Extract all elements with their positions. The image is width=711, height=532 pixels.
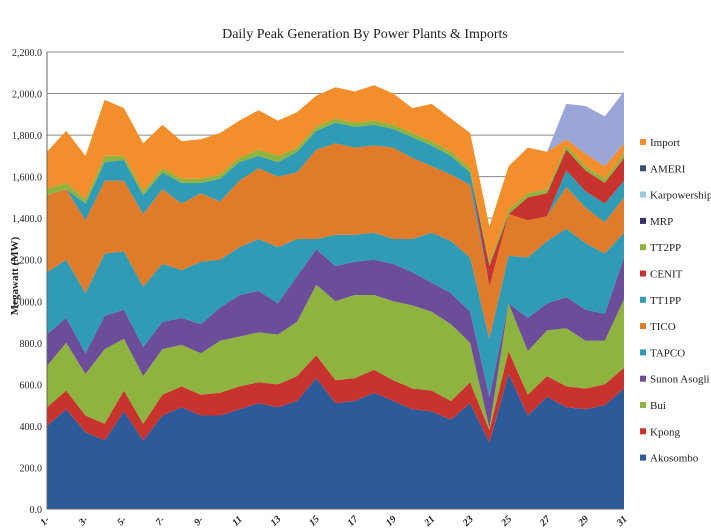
legend: Import AMERI Karpowership MRP TT2PP CENIT TT1P…	[640, 137, 711, 465]
legend-label: TICO	[650, 321, 676, 333]
area-bui	[47, 284, 624, 431]
y-tick-label: 800.0	[20, 339, 43, 350]
legend-key-tapco	[640, 349, 646, 356]
legend-label: Karpowership	[650, 190, 711, 202]
area-kpong	[47, 351, 624, 443]
area-tico	[47, 143, 624, 339]
y-tick-labels: 0.0 200.0 400.0 600.0 800.0 1,000.0 1,200.0 1,4…	[12, 48, 42, 516]
legend-key-tt1pp	[640, 296, 646, 303]
y-tick-label: 1,000.0	[12, 297, 42, 308]
legend-key-cenit	[640, 270, 646, 277]
legend-key-karpowership	[640, 191, 646, 198]
legend-label: TAPCO	[650, 347, 685, 359]
y-axis-label: Megawatt (MW)	[9, 236, 21, 315]
legend-key-import	[640, 139, 646, 145]
y-tick-label: 400.0	[20, 422, 43, 433]
y-tick-label: 1,800.0	[12, 131, 42, 142]
legend-label: Import	[650, 137, 680, 149]
legend-label: TT2PP	[650, 242, 681, 254]
legend-label: AMERI	[650, 163, 686, 175]
y-tick-label: 2,000.0	[12, 90, 42, 101]
y-tick-label: 1,600.0	[12, 173, 42, 184]
chart-title: Daily Peak Generation By Power Plants & …	[222, 27, 508, 42]
legend-key-bui	[640, 402, 646, 408]
y-tick-label: 200.0	[20, 463, 43, 474]
area-tapco	[47, 228, 624, 397]
y-tick-label: 600.0	[20, 380, 43, 391]
legend-key-kpong	[640, 428, 646, 435]
legend-label: MRP	[650, 216, 673, 228]
legend-label: Sunon Asogli	[650, 374, 710, 386]
y-tick-label: 2,200.0	[12, 48, 42, 59]
y-tick-label: 1,200.0	[12, 256, 42, 267]
legend-label: CENIT	[650, 269, 683, 281]
area-sunon-asogli	[47, 249, 624, 428]
legend-key-tico	[640, 323, 646, 330]
legend-key-ameri	[640, 165, 646, 172]
legend-key-akosombo	[640, 454, 646, 461]
area-akosombo	[47, 374, 624, 509]
legend-key-sunon-asogli	[640, 375, 646, 382]
area-import	[47, 85, 624, 262]
legend-key-tt2pp	[640, 244, 646, 251]
stacked-areas	[47, 85, 624, 509]
y-tick-label: 1,400.0	[12, 214, 42, 225]
axes	[46, 52, 624, 510]
legend-label: Akosombo	[650, 453, 699, 465]
legend-label: Kpong	[650, 426, 680, 438]
y-tick-label: 0.0	[30, 505, 43, 516]
legend-label: TT1PP	[650, 295, 681, 307]
legend-key-mrp	[640, 217, 646, 224]
legend-label: Bui	[650, 400, 666, 412]
